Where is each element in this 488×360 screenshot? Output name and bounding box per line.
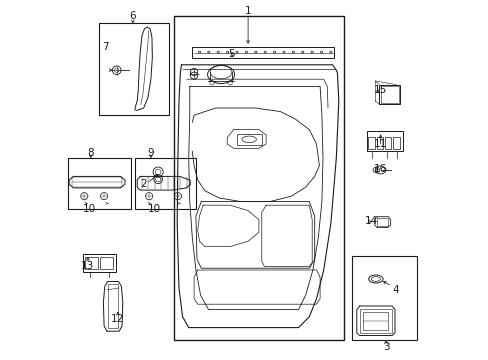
Bar	[366, 131, 402, 151]
Text: 2: 2	[140, 179, 147, 189]
Text: 3: 3	[382, 342, 388, 352]
Text: 9: 9	[147, 148, 154, 158]
Text: 1: 1	[244, 6, 251, 16]
Text: 10: 10	[82, 204, 95, 214]
Text: 16: 16	[373, 164, 386, 174]
Text: 12: 12	[111, 314, 124, 324]
Text: 8: 8	[87, 148, 94, 158]
Bar	[376, 218, 387, 226]
Text: 14: 14	[364, 216, 377, 226]
Text: 13: 13	[81, 261, 94, 271]
Bar	[134, 158, 196, 209]
Bar	[392, 137, 399, 149]
Bar	[359, 309, 391, 333]
Bar	[85, 257, 98, 269]
Bar	[379, 85, 400, 104]
Bar	[68, 158, 131, 209]
Bar	[174, 16, 343, 340]
Bar	[376, 137, 382, 149]
Bar	[362, 312, 387, 330]
Bar	[100, 257, 113, 269]
Bar	[352, 256, 416, 340]
Bar	[99, 23, 168, 115]
Bar	[367, 137, 374, 149]
Bar	[380, 86, 399, 103]
Text: 4: 4	[391, 285, 398, 295]
Bar	[192, 47, 334, 58]
Text: 11: 11	[373, 139, 386, 149]
Text: 7: 7	[102, 42, 108, 52]
Text: 10: 10	[148, 204, 161, 214]
Bar	[72, 177, 122, 187]
Text: 5: 5	[228, 49, 235, 59]
Text: 15: 15	[373, 85, 386, 95]
Bar	[384, 137, 390, 149]
Bar	[236, 134, 261, 145]
Text: 6: 6	[129, 11, 136, 21]
Bar	[107, 284, 118, 328]
Bar	[83, 254, 115, 272]
